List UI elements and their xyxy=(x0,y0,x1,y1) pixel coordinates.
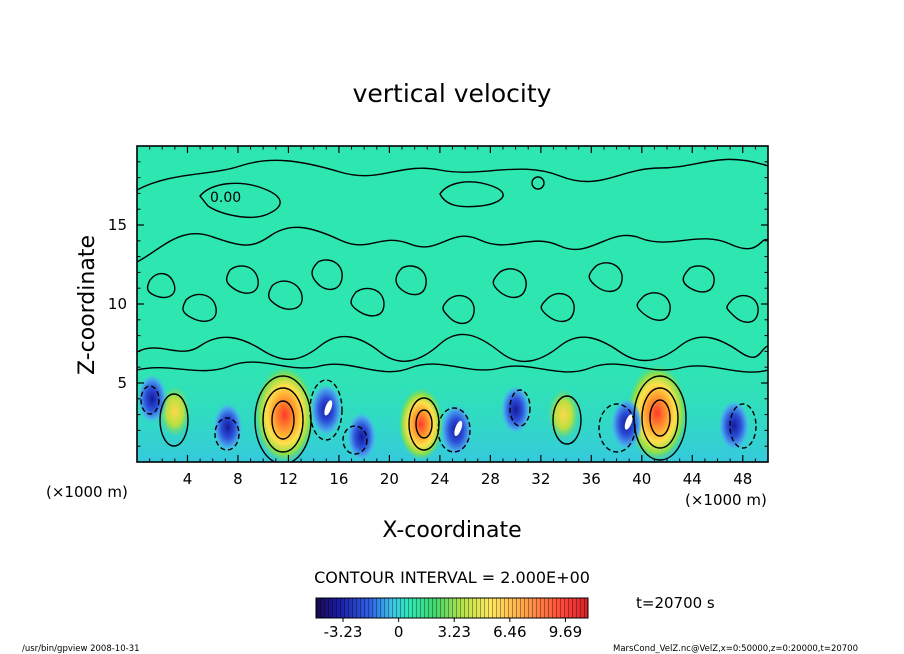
plot-area: 0.00 xyxy=(137,146,768,462)
y-tick-label: 10 xyxy=(108,295,127,313)
colorbar-tick-label: -3.23 xyxy=(324,623,363,641)
x-tick-label: 4 xyxy=(183,470,193,488)
contour-interval-label: CONTOUR INTERVAL = 2.000E+00 xyxy=(314,568,590,587)
time-label: t=20700 s xyxy=(636,594,715,612)
colorbar-tick-label: 0 xyxy=(394,623,404,641)
x-tick-label: 32 xyxy=(531,470,550,488)
z-unit-label: (×1000 m) xyxy=(46,483,128,501)
x-tick-label: 28 xyxy=(481,470,500,488)
colorbar-tick-label: 3.23 xyxy=(438,623,471,641)
x-tick-label: 24 xyxy=(430,470,449,488)
colorbar-tick-label: 9.69 xyxy=(549,623,582,641)
colorbar: -3.23 0 3.23 6.46 9.69 xyxy=(315,597,589,641)
velocity-feature xyxy=(213,403,243,452)
y-tick-label: 5 xyxy=(117,374,127,392)
velocity-feature xyxy=(500,385,531,435)
y-axis: 5 10 15 xyxy=(108,161,768,447)
x-tick-label: 20 xyxy=(380,470,399,488)
x-axis-label: X-coordinate xyxy=(382,518,521,543)
velocity-feature xyxy=(398,387,444,461)
x-tick-label: 36 xyxy=(582,470,601,488)
velocity-feature xyxy=(547,388,580,441)
x-tick-label: 48 xyxy=(733,470,752,488)
y-tick-label: 15 xyxy=(108,216,127,234)
velocity-feature xyxy=(347,412,377,461)
velocity-feature-core xyxy=(324,400,333,416)
footer-right: MarsCond_VelZ.nc@VelZ,x=0:50000,z=0:2000… xyxy=(613,644,858,654)
velocity-features xyxy=(137,365,750,462)
velocity-feature-core xyxy=(454,420,463,436)
colorbar-ticks: -3.23 0 3.23 6.46 9.69 xyxy=(324,618,582,641)
chart-title: vertical velocity xyxy=(353,79,552,108)
colorbar-bins xyxy=(316,598,588,618)
x-tick-label: 12 xyxy=(279,470,298,488)
velocity-feature xyxy=(137,374,167,423)
colorbar-frame xyxy=(315,597,589,619)
y-axis-label: Z-coordinate xyxy=(75,235,100,375)
velocity-feature-core xyxy=(624,414,633,430)
x-tick-label: 40 xyxy=(632,470,651,488)
contour-label: 0.00 xyxy=(210,190,241,206)
x-unit-label: (×1000 m) xyxy=(685,491,767,509)
colorbar-tick-label: 6.46 xyxy=(493,623,526,641)
footer-left: /usr/bin/gpview 2008-10-31 xyxy=(22,644,140,654)
contour-lines xyxy=(137,158,768,462)
x-tick-label: 8 xyxy=(233,470,243,488)
x-axis: 4 8 12 16 20 24 28 32 36 40 44 48 xyxy=(149,146,756,488)
x-tick-label: 16 xyxy=(329,470,348,488)
x-tick-label: 44 xyxy=(683,470,702,488)
velocity-feature xyxy=(718,400,750,451)
